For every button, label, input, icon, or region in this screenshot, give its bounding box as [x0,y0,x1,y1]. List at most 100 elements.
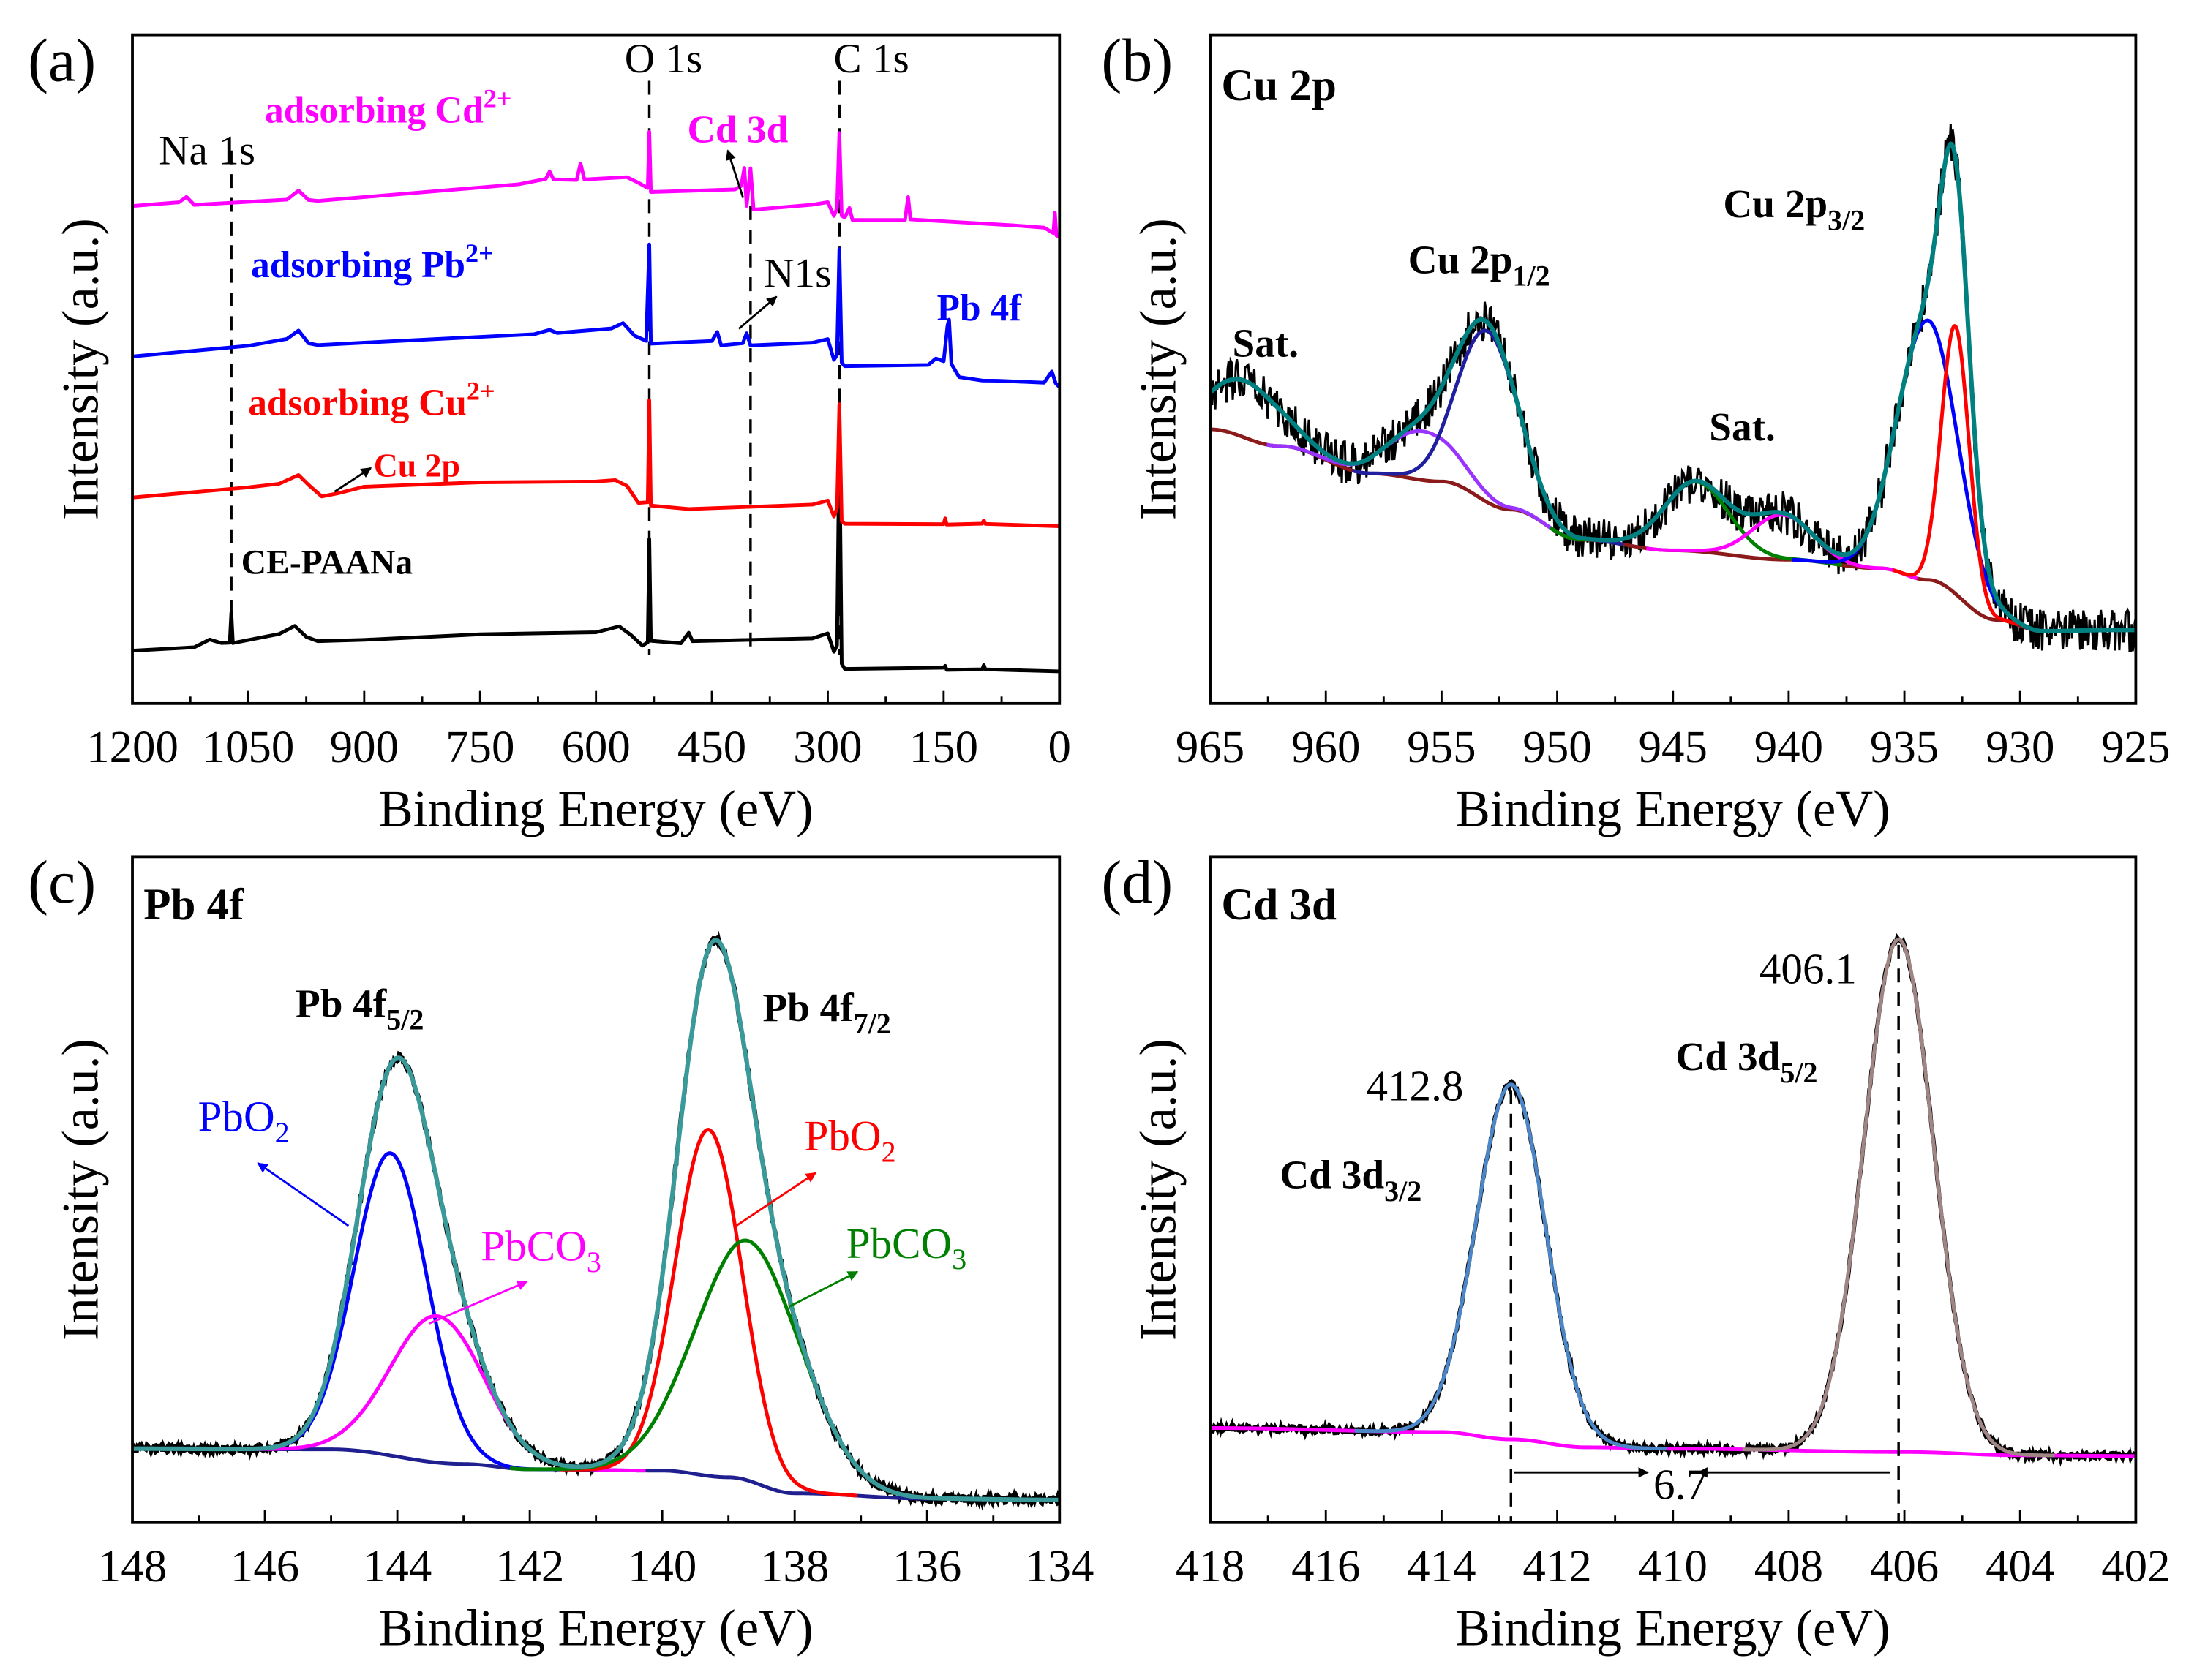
x-tick-label: 750 [446,721,514,772]
panel-b-cu2p: 965 960 955 950 945 940 935 930 925 Binding Energ… [1130,33,2171,837]
label-sat-mid: Sat. [1709,404,1776,449]
series-label-cu: adsorbing Cu2+ [248,377,495,424]
x-tick-label: 404 [1986,1540,2054,1592]
fit-envelope-line [1210,141,2136,634]
x-tick-label: 410 [1639,1540,1708,1592]
x-tick-label: 960 [1291,721,1360,772]
n1s-arrow [738,295,778,330]
y-axis-title: Intensity (a.u.) [52,1039,109,1341]
component-peak-cu-2p3-2-a- [1792,318,2063,633]
panel-label-c: (c) [28,848,96,916]
component-peak-cd-3d5-2 [1742,937,2055,1458]
label-cd3d52: Cd 3d5/2 [1676,1034,1818,1089]
series-line-adsorbing-pb2- [132,242,1060,389]
ref-label-n1s: N1s [764,250,831,296]
x-tick-label: 1050 [203,721,295,772]
x-tick-label: 0 [1048,721,1071,772]
pbo2-left-arrow [257,1162,350,1227]
x-tick-label: 146 [230,1540,299,1592]
panel-c-annotations: (c) Pb 4f Pb 4f5/2 Pb 4f7/2 PbO2 PbCO3 P… [28,848,966,1325]
x-tick-label: 414 [1407,1540,1476,1592]
panel-a-annotations: (a) O 1s C 1s Na 1s N1s adsorbing Cd2+ C… [28,26,1022,581]
series-label-pb: adsorbing Pb2+ [251,238,494,286]
plot-area-b [1210,124,2136,653]
x-tick-label: 950 [1522,721,1591,772]
label-cu2p32: Cu 2p3/2 [1723,181,1865,236]
y-axis-title: Intensity (a.u.) [52,218,109,520]
label-pb4f52: Pb 4f5/2 [296,981,424,1036]
series-line-adsorbing-cu2- [132,398,1060,529]
x-tick-label: 138 [760,1540,829,1592]
panel-a-survey: 1200 1050 900 750 600 450 300 150 0 Binding Energ… [52,33,1071,837]
cd3d-arrow [725,149,745,198]
x-tick-label: 935 [1870,721,1939,772]
x-axis-title: Binding Energy (eV) [1456,780,1890,837]
plot-frame [131,33,1062,705]
peak-label-pb4f: Pb 4f [937,287,1023,329]
component-peak-cu-2p3-2-b- [1892,323,2018,627]
x-tick-label: 940 [1754,721,1823,772]
component-peak-cd-3d3-2 [1354,1082,1667,1451]
x-tick-label: 148 [98,1540,167,1592]
x-tick-label: 134 [1025,1540,1094,1592]
x-tick-label: 930 [1986,721,2054,772]
label-406-1: 406.1 [1759,945,1857,993]
component-peak-cu-2p1-2-satellite [1266,429,1580,542]
component-peak-pbco3-4f5-2 [228,1314,646,1473]
x-tick-label: 450 [677,721,746,772]
pbo2-right-arrow [735,1172,816,1227]
x-tick-label: 406 [1870,1540,1939,1592]
label-cd3d32: Cd 3d3/2 [1280,1153,1421,1208]
raw-data-line [1210,933,2136,1467]
x-tick-label: 142 [495,1540,564,1592]
x-tick-label: 144 [363,1540,432,1592]
pbco3-right-arrow [788,1270,859,1308]
x-tick-label: 416 [1291,1540,1360,1592]
x-tick-label: 412 [1522,1540,1591,1592]
x-tick-label: 955 [1407,721,1476,772]
panel-d-cd3d: 418 416 414 412 410 408 406 404 402 Binding Energ… [1130,855,2171,1657]
series-label-cd: adsorbing Cd2+ [265,84,511,132]
panel-title-b: Cu 2p [1221,61,1337,110]
x-axis-title: Binding Energy (eV) [379,780,814,837]
panel-label-d: (d) [1101,848,1173,916]
background-line [132,1447,1060,1502]
plot-frame [131,855,1062,1524]
label-412-8: 412.8 [1366,1062,1463,1110]
x-tick-label: 402 [2101,1540,2170,1592]
ref-label-o1s: O 1s [625,36,702,82]
panel-title-c: Pb 4f [143,881,244,930]
plot-area-c [132,930,1060,1511]
plot-frame [1209,33,2138,705]
label-pbco3-left: PbCO3 [481,1222,601,1278]
x-tick-label: 965 [1176,721,1244,772]
panel-title-d: Cd 3d [1221,881,1337,930]
x-tick-label: 900 [330,721,399,772]
plot-frame [1209,855,2138,1524]
label-cu2p12: Cu 2p1/2 [1408,237,1550,292]
label-pbco3-right: PbCO3 [846,1219,966,1276]
x-tick-label: 925 [2101,721,2170,772]
fit-envelope-line [132,938,1060,1502]
series-label-ce-paana: CE-PAANa [241,544,413,582]
label-pbo2-left: PbO2 [198,1093,290,1149]
panel-label-b: (b) [1101,26,1173,94]
x-tick-label: 418 [1176,1540,1244,1592]
ref-label-c1s: C 1s [834,36,909,82]
pbco3-left-arrow [429,1280,528,1325]
plot-area-d [1210,933,2136,1523]
label-splitting: 6.7 [1653,1460,1708,1508]
ref-label-na1s: Na 1s [159,128,255,174]
y-axis-title: Intensity (a.u.) [1130,1039,1187,1341]
x-tick-label: 140 [628,1540,696,1592]
series-line-ce-paana [132,432,1060,674]
label-sat-left: Sat. [1233,321,1299,366]
component-peak-pbo2-4f7-2 [559,1128,858,1498]
x-axis-title: Binding Energy (eV) [1456,1600,1890,1657]
x-tick-label: 300 [793,721,862,772]
label-pbo2-right: PbO2 [805,1112,896,1168]
series-line-adsorbing-cd2- [132,129,1060,239]
panel-label-a: (a) [28,26,96,94]
plot-area-a [132,80,1060,674]
